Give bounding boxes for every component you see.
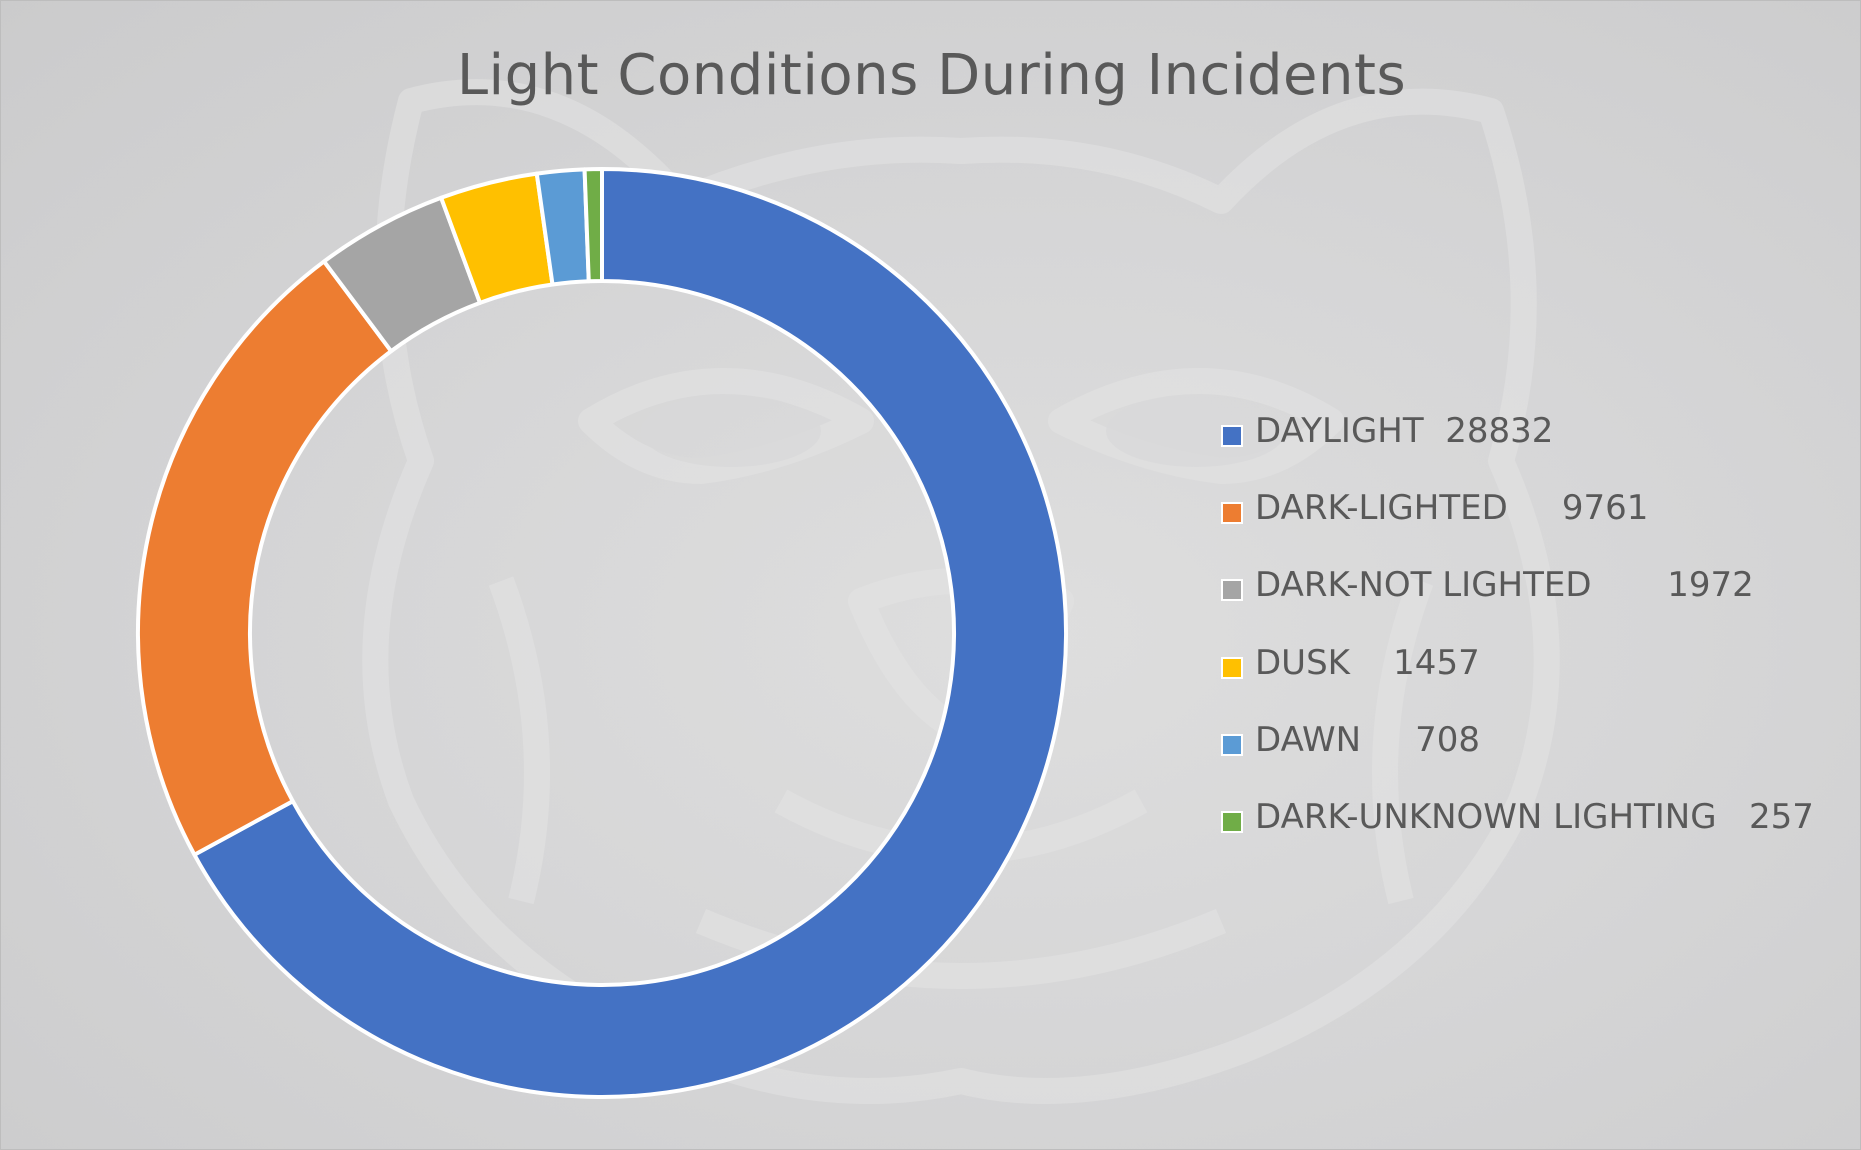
legend-label-daylight: DAYLIGHT 28832 [1255, 411, 1554, 451]
legend-entry-dark-lighted: DARK-LIGHTED 9761 [1221, 488, 1648, 538]
donut-slice-daylight [192, 167, 1068, 1099]
legend-swatch-dark-not-lighted [1221, 579, 1243, 601]
legend-entry-daylight: DAYLIGHT 28832 [1221, 411, 1553, 461]
legend-entry-dark-not-lighted: DARK-NOT LIGHTED 1972 [1221, 565, 1754, 615]
legend-swatch-dark-unknown-lighting [1221, 811, 1243, 833]
legend-label-dark-lighted: DARK-LIGHTED 9761 [1255, 488, 1649, 528]
legend-swatch-daylight [1221, 425, 1243, 447]
legend-swatch-dawn [1221, 734, 1243, 756]
legend-label-dawn: DAWN 708 [1255, 720, 1480, 760]
legend-label-dark-unknown-lighting: DARK-UNKNOWN LIGHTING 257 [1255, 797, 1814, 837]
legend-swatch-dark-lighted [1221, 502, 1243, 524]
legend-entry-dawn: DAWN 708 [1221, 720, 1480, 770]
legend-swatch-dusk [1221, 657, 1243, 679]
legend-label-dusk: DUSK 1457 [1255, 643, 1480, 683]
legend-label-dark-not-lighted: DARK-NOT LIGHTED 1972 [1255, 565, 1754, 605]
chart-title: Light Conditions During Incidents [456, 43, 1407, 108]
donut-slice-dark-unknown-lighting [582, 166, 604, 284]
legend-entry-dusk: DUSK 1457 [1221, 643, 1480, 693]
donut-slice-dark-lighted [136, 259, 394, 857]
legend-entry-dark-unknown-lighting: DARK-UNKNOWN LIGHTING 257 [1221, 797, 1814, 847]
